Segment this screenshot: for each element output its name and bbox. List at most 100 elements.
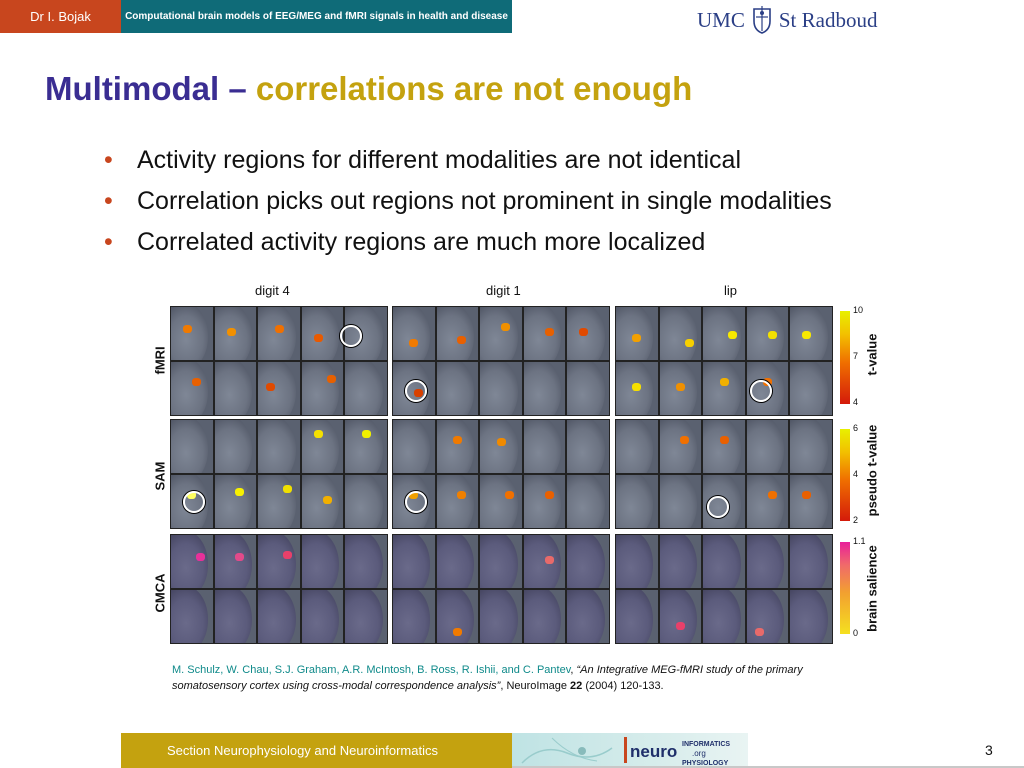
svg-text:INFORMATICS: INFORMATICS <box>682 741 730 748</box>
logo-text-radboud: St Radboud <box>778 7 878 32</box>
brain-slice-image <box>745 306 790 361</box>
brain-slice-image <box>658 419 703 474</box>
brain-slice-image <box>702 534 746 589</box>
brain-slice-image <box>522 589 567 644</box>
activation-blob <box>501 322 510 331</box>
brain-slice-image <box>566 534 610 589</box>
bullet-item: • Correlated activity regions are much mo… <box>104 226 832 267</box>
scale-tick: 2 <box>853 515 859 525</box>
activation-blob <box>544 328 554 336</box>
neuroinformatics-logo: neuro INFORMATICS .org PHYSIOLOGY <box>512 733 748 768</box>
scale-tick: 6 <box>853 423 859 433</box>
brain-slice-image <box>789 361 833 416</box>
brain-slice-image <box>300 361 345 416</box>
bullet-icon: • <box>104 187 113 215</box>
brain-slice-image <box>479 589 523 644</box>
brain-slice-image <box>213 361 258 416</box>
row-label: SAM <box>152 461 168 491</box>
brain-slice-image <box>479 534 523 589</box>
activation-blob <box>680 435 690 444</box>
brain-slice-image <box>392 419 436 474</box>
brain-slice-panel <box>170 306 388 416</box>
brain-slice-image <box>344 361 388 416</box>
brain-slice-image <box>300 306 345 361</box>
citation-volume: 22 <box>570 680 583 692</box>
bullet-text: Correlated activity regions are much mor… <box>137 228 706 256</box>
highlight-circle-icon <box>750 380 773 403</box>
activation-blob <box>544 490 554 499</box>
activation-blob <box>453 435 463 444</box>
activation-blob <box>313 430 323 438</box>
activation-blob <box>183 325 193 334</box>
activation-blob <box>196 553 206 562</box>
bullet-text: Correlation picks out regions not promin… <box>137 187 832 215</box>
brain-slice-image <box>257 419 301 474</box>
brain-slice-image <box>702 361 746 416</box>
brain-slice-image <box>789 534 833 589</box>
brain-slice-image <box>745 474 790 529</box>
highlight-circle-icon <box>183 490 206 513</box>
activation-blob <box>719 377 729 386</box>
svg-text:PHYSIOLOGY: PHYSIOLOGY <box>682 760 729 767</box>
activation-blob <box>505 490 515 499</box>
citation-authors: M. Schulz, W. Chau, S.J. Graham, A.R. Mc… <box>172 664 571 676</box>
brain-slice-image <box>435 306 480 361</box>
column-label: digit 1 <box>486 283 521 298</box>
highlight-circle-icon <box>706 496 729 518</box>
brain-slice-image <box>702 589 746 644</box>
brain-slice-panel <box>170 419 388 529</box>
t-value-colorbar <box>840 311 850 404</box>
brain-slice-panel <box>392 534 610 644</box>
activation-blob <box>457 490 467 499</box>
scale-label: brain salience <box>864 545 880 632</box>
brain-slice-image <box>257 361 301 416</box>
brain-slice-image <box>392 306 436 361</box>
brain-slice-image <box>257 534 301 589</box>
bullet-list: • Activity regions for different modaliti… <box>104 144 832 267</box>
citation-title: “An Integrative MEG-fMRI study of the pr… <box>172 664 803 692</box>
footer-divider <box>512 766 1024 768</box>
scale-tick: 0 <box>853 628 859 638</box>
scale-tick: 7 <box>853 351 859 361</box>
activation-blob <box>632 333 642 342</box>
bullet-text: Activity regions for different modalitie… <box>137 146 742 174</box>
brain-slice-image <box>344 589 388 644</box>
citation-rest: (2004) 120-133. <box>582 680 664 692</box>
brain-slice-image <box>789 306 833 361</box>
brain-slice-image <box>615 474 659 529</box>
brain-slice-image <box>745 419 790 474</box>
brain-slice-image <box>658 589 703 644</box>
activation-blob <box>802 490 812 499</box>
scale-label: t-value <box>864 333 880 376</box>
activation-blob <box>767 330 777 339</box>
brain-slice-image <box>392 534 436 589</box>
slide-title: Multimodal – correlations are not enough <box>45 70 692 108</box>
activation-blob <box>719 435 729 444</box>
highlight-circle-icon <box>405 490 428 513</box>
activation-blob <box>226 328 236 336</box>
scale-tick: 1.1 <box>853 536 866 546</box>
brain-slice-image <box>435 534 480 589</box>
activation-blob <box>361 430 371 438</box>
brain-slice-image <box>300 534 345 589</box>
brain-figure: digit 4 digit 1 lip fMRI SAM CMCA 10 7 4… <box>148 283 894 645</box>
brain-slice-image <box>344 534 388 589</box>
row-label: fMRI <box>152 346 168 375</box>
crest-icon <box>753 6 771 34</box>
svg-text:neuro: neuro <box>630 742 677 761</box>
activation-blob <box>313 333 323 342</box>
brain-slice-panel <box>170 534 388 644</box>
brain-slice-image <box>213 474 258 529</box>
brain-slice-image <box>522 361 567 416</box>
brain-salience-colorbar <box>840 542 850 634</box>
brain-slice-image <box>566 474 610 529</box>
activation-blob <box>802 330 812 339</box>
brain-slice-image <box>479 361 523 416</box>
activation-blob <box>496 438 506 447</box>
activation-blob <box>265 383 275 391</box>
activation-blob <box>579 328 589 336</box>
brain-slice-image <box>344 306 388 361</box>
activation-blob <box>283 485 293 493</box>
brain-slice-image <box>257 474 301 529</box>
row-label: CMCA <box>152 573 168 613</box>
